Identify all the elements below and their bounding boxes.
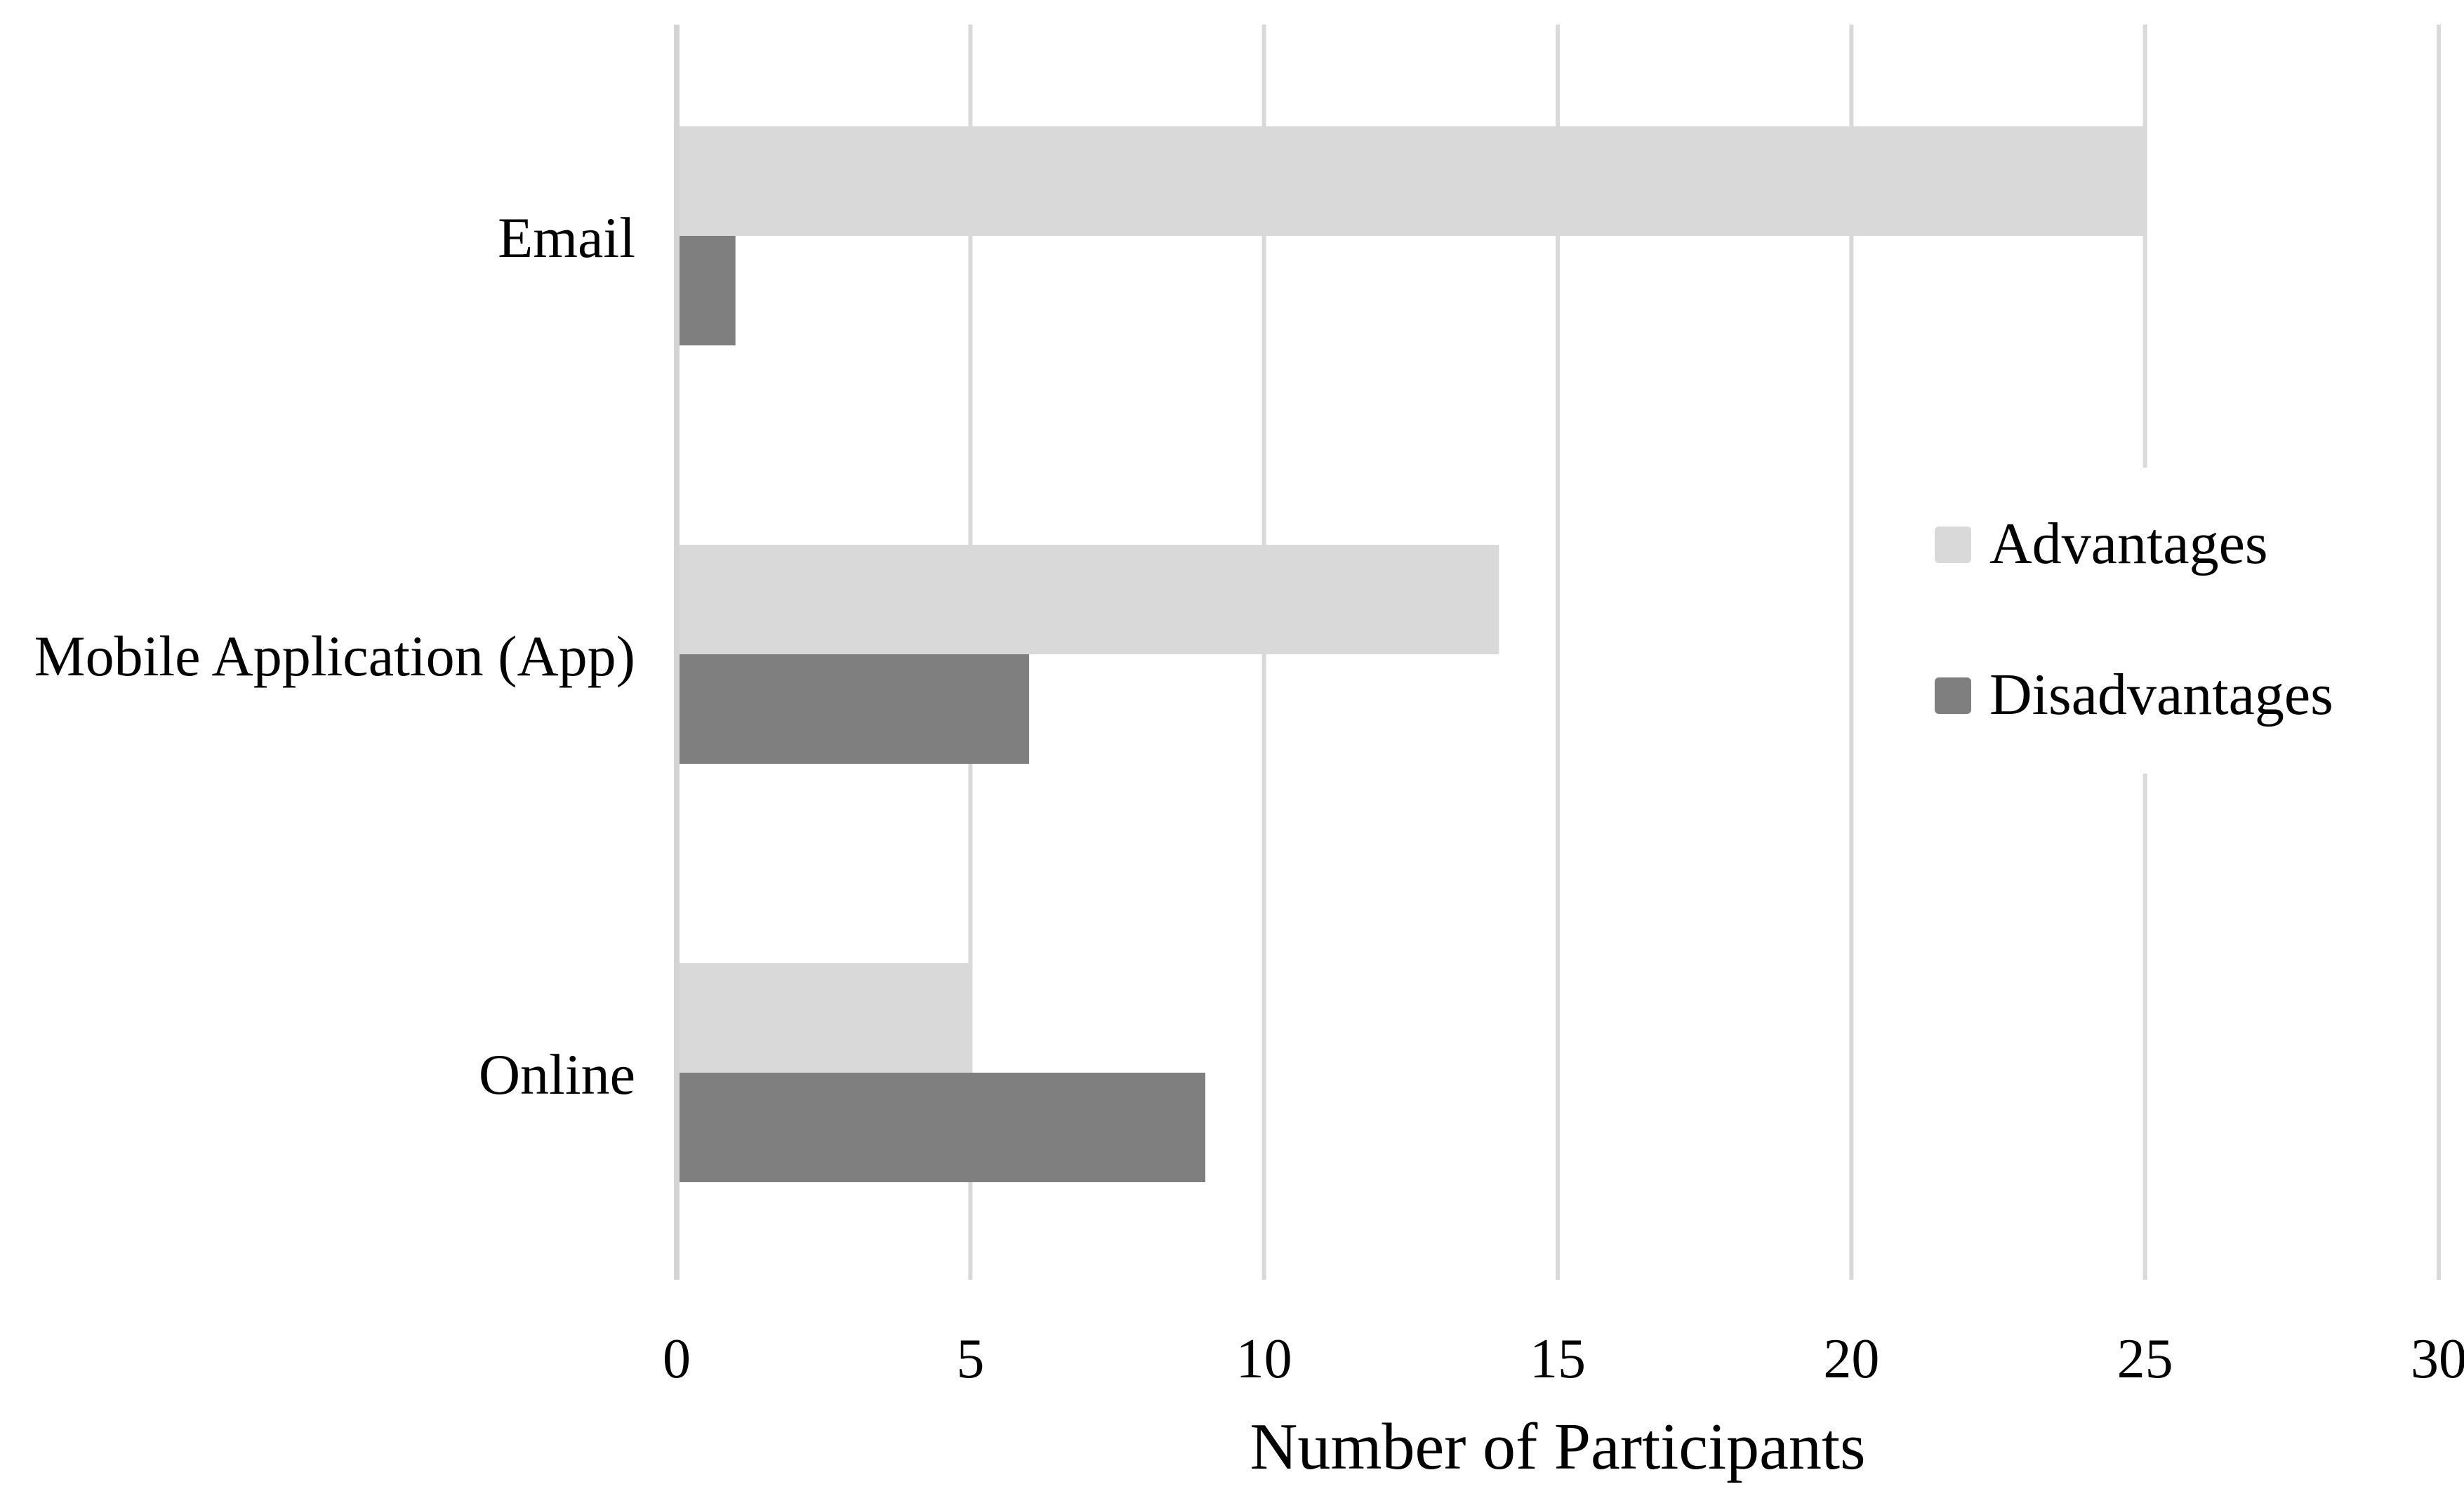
category-label-email: Email (498, 206, 635, 270)
x-axis-title: Number of Participants (1250, 1410, 1865, 1483)
x-tick-label-30: 30 (2411, 1328, 2464, 1390)
x-tick-label-15: 15 (1530, 1328, 1586, 1390)
category-axis-labels: Email Mobile Application (App) Online (34, 206, 635, 1106)
legend-background (1904, 468, 2423, 774)
x-tick-label-20: 20 (1823, 1328, 1879, 1390)
legend-item-disadvantages: Disadvantages (1935, 662, 2333, 727)
category-label-online: Online (479, 1042, 635, 1106)
legend-swatch-advantages (1935, 527, 1971, 563)
legend-label-advantages: Advantages (1989, 511, 2268, 576)
bar-online-disadvantages (677, 1073, 1205, 1182)
category-label-mobile-application-app: Mobile Application (App) (34, 624, 635, 688)
bar-email-advantages (677, 126, 2145, 236)
x-tick-label-25: 25 (2117, 1328, 2173, 1390)
x-axis-tick-labels: 0 5 10 15 20 25 30 (663, 1328, 2464, 1390)
legend-label-disadvantages: Disadvantages (1989, 662, 2333, 727)
bars-layer (677, 126, 2145, 1182)
legend: Advantages Disadvantages (1904, 468, 2423, 774)
legend-item-advantages: Advantages (1935, 511, 2268, 576)
bar-mobile-application-app-disadvantages (677, 654, 1029, 764)
x-tick-label-0: 0 (663, 1328, 691, 1390)
bar-email-disadvantages (677, 236, 736, 345)
bar-mobile-application-app-advantages (677, 545, 1499, 654)
legend-swatch-disadvantages (1935, 677, 1971, 714)
x-tick-label-5: 5 (956, 1328, 984, 1390)
bar-online-advantages (677, 963, 971, 1073)
x-tick-label-10: 10 (1236, 1328, 1292, 1390)
